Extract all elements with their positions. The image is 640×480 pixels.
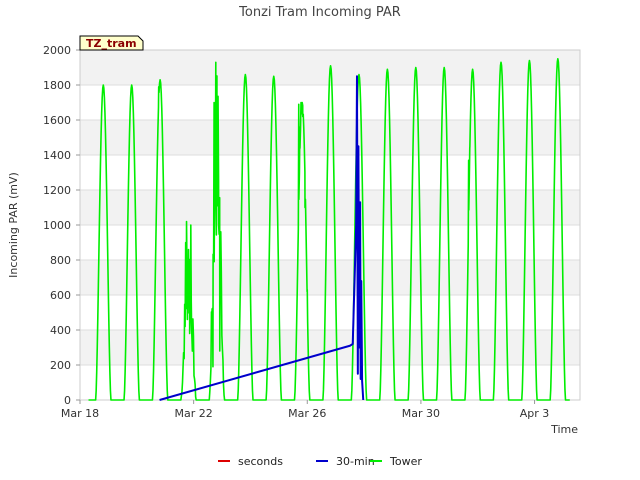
y-tick-label: 400 [50,324,71,337]
y-tick-label: 2000 [43,44,71,57]
y-tick-label: 1600 [43,114,71,127]
legend-item-Tower: Tower [370,455,422,468]
y-tick-label: 800 [50,254,71,267]
y-tick-label: 200 [50,359,71,372]
x-tick-label: Mar 18 [61,407,99,420]
legend-label: Tower [389,455,422,468]
y-tick-label: 1800 [43,79,71,92]
y-axis-label: Incoming PAR (mV) [7,172,20,278]
legend: seconds 30-min Tower [218,455,422,468]
legend-item-30-min: 30-min [316,455,375,468]
series-layer [88,57,570,401]
grid-band [80,330,580,365]
x-tick-label: Mar 22 [175,407,213,420]
x-tick-label: Apr 3 [520,407,550,420]
site-label: TZ_tram [86,37,137,50]
x-tick-label: Mar 26 [288,407,326,420]
y-tick-label: 1200 [43,184,71,197]
y-tick-label: 0 [64,394,71,407]
chart-title: Tonzi Tram Incoming PAR [238,5,401,20]
legend-label: seconds [238,455,283,468]
y-tick-label: 1000 [43,219,71,232]
y-tick-label: 1400 [43,149,71,162]
grid-band [80,120,580,155]
x-axis-label: Time [550,423,578,436]
y-tick-label: 600 [50,289,71,302]
y-axis-ticks: 0 200 400 600 800 1000 1200 1400 1600 1800 2000 [43,44,80,407]
series-line-30-min [159,75,365,401]
legend-label: 30-min [336,455,375,468]
x-tick-label: Mar 30 [402,407,440,420]
series-line-Tower [88,57,570,401]
site-label-box: TZ_tram [79,35,144,51]
x-axis-ticks: Mar 18 Mar 22 Mar 26 Mar 30 Apr 3 [61,400,549,420]
legend-item-seconds: seconds [218,455,283,468]
